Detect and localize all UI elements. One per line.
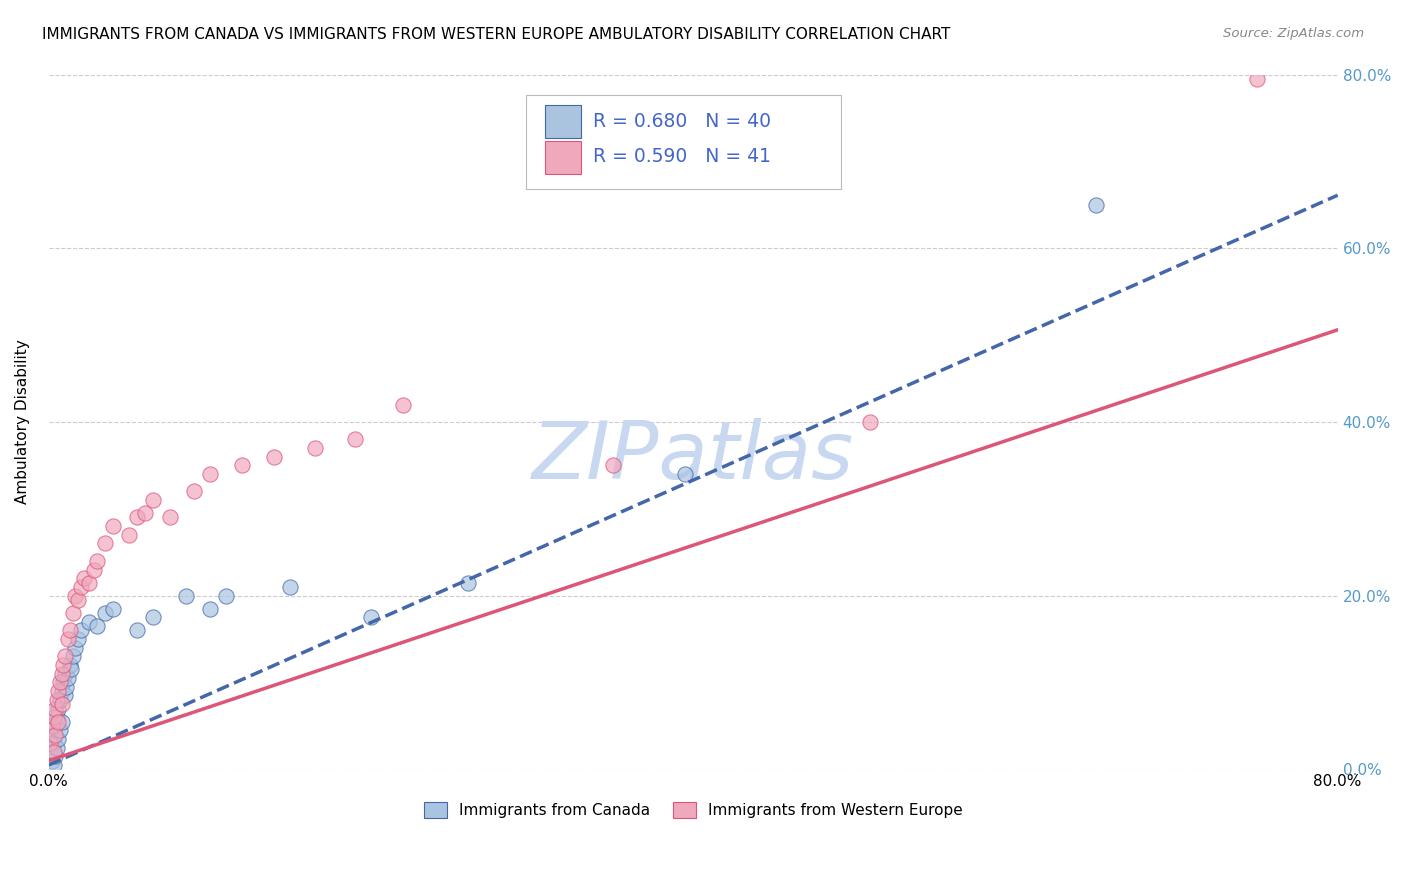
Text: Source: ZipAtlas.com: Source: ZipAtlas.com: [1223, 27, 1364, 40]
Point: [360, 610, 382, 624]
Point: [174, 589, 197, 603]
Point: [127, 510, 149, 524]
Point: [73, 571, 96, 585]
Point: [198, 467, 221, 481]
Point: [53, 649, 76, 664]
Point: [42, 736, 65, 750]
Y-axis label: Ambulatory Disability: Ambulatory Disability: [15, 340, 30, 504]
Point: [41, 719, 63, 733]
Point: [134, 506, 156, 520]
Point: [51, 697, 73, 711]
Point: [63, 589, 86, 603]
Point: [83, 563, 105, 577]
Point: [52, 658, 75, 673]
Point: [53, 666, 76, 681]
Point: [48, 731, 70, 746]
Point: [118, 528, 141, 542]
Point: [70, 624, 93, 638]
Point: [48, 684, 70, 698]
Point: [44, 749, 66, 764]
Point: [42, 745, 65, 759]
Point: [103, 601, 125, 615]
Point: [41, 754, 63, 768]
Point: [159, 510, 181, 524]
Point: [52, 675, 75, 690]
Point: [70, 580, 93, 594]
Point: [48, 714, 70, 729]
Point: [59, 658, 82, 673]
Point: [263, 450, 285, 464]
Point: [86, 619, 108, 633]
Point: [55, 680, 77, 694]
Point: [457, 575, 479, 590]
Point: [859, 415, 882, 429]
Point: [56, 632, 79, 646]
Point: [198, 601, 221, 615]
Point: [673, 467, 696, 481]
Point: [66, 593, 89, 607]
Point: [45, 693, 67, 707]
Point: [343, 432, 366, 446]
Point: [41, 728, 63, 742]
Point: [39, 736, 62, 750]
Point: [44, 728, 66, 742]
FancyBboxPatch shape: [546, 141, 581, 174]
Point: [280, 580, 302, 594]
Point: [49, 693, 72, 707]
Point: [49, 675, 72, 690]
Point: [44, 701, 66, 715]
Point: [86, 554, 108, 568]
Point: [1084, 198, 1107, 212]
Point: [231, 458, 253, 473]
Point: [127, 624, 149, 638]
Point: [215, 589, 238, 603]
Point: [62, 606, 84, 620]
Text: R = 0.590   N = 41: R = 0.590 N = 41: [593, 147, 770, 166]
Point: [94, 536, 117, 550]
Point: [45, 710, 67, 724]
Point: [53, 689, 76, 703]
Point: [77, 575, 100, 590]
Point: [142, 493, 165, 508]
Text: ZIPatlas: ZIPatlas: [531, 417, 855, 496]
FancyBboxPatch shape: [546, 105, 581, 138]
Point: [51, 666, 73, 681]
Point: [59, 624, 82, 638]
Point: [94, 606, 117, 620]
Point: [51, 714, 73, 729]
Point: [56, 671, 79, 685]
Point: [1246, 71, 1268, 86]
Point: [48, 701, 70, 715]
FancyBboxPatch shape: [526, 95, 841, 189]
Point: [62, 649, 84, 664]
Point: [42, 710, 65, 724]
Point: [103, 519, 125, 533]
Point: [142, 610, 165, 624]
Text: R = 0.680   N = 40: R = 0.680 N = 40: [593, 112, 770, 130]
Point: [77, 615, 100, 629]
Point: [49, 723, 72, 738]
Point: [39, 745, 62, 759]
Point: [392, 398, 415, 412]
Point: [304, 441, 326, 455]
Legend: Immigrants from Canada, Immigrants from Western Europe: Immigrants from Canada, Immigrants from …: [418, 796, 969, 824]
Point: [66, 632, 89, 646]
Point: [60, 662, 83, 676]
Point: [183, 484, 205, 499]
Point: [45, 740, 67, 755]
Point: [63, 640, 86, 655]
Point: [42, 758, 65, 772]
Point: [44, 719, 66, 733]
Text: IMMIGRANTS FROM CANADA VS IMMIGRANTS FROM WESTERN EUROPE AMBULATORY DISABILITY C: IMMIGRANTS FROM CANADA VS IMMIGRANTS FRO…: [42, 27, 950, 42]
Point: [51, 684, 73, 698]
Point: [602, 458, 624, 473]
